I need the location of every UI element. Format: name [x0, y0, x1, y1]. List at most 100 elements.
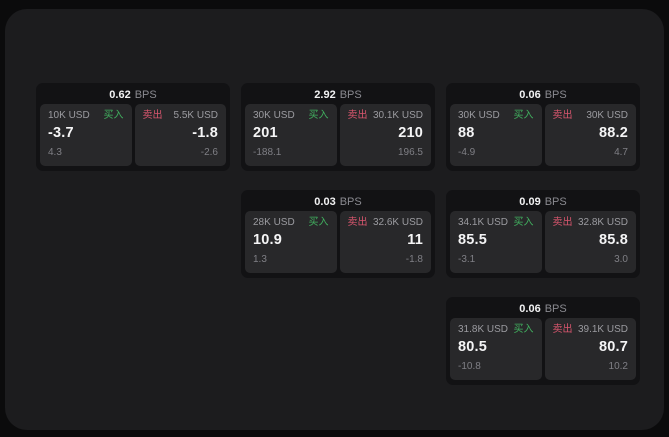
- sell-top-row: 卖出 5.5K USD: [143, 110, 219, 121]
- sell-amount: 32.8K USD: [577, 217, 628, 228]
- bps-unit-label: BPS: [544, 88, 567, 101]
- sell-label: 卖出: [347, 110, 368, 121]
- buy-value: 201: [253, 125, 278, 141]
- sell-top-row: 卖出 32.6K USD: [348, 217, 424, 228]
- buy-amount: 34.1K USD: [458, 217, 509, 228]
- sell-amount: 32.6K USD: [372, 217, 423, 228]
- quote-card[interactable]: 0.62 BPS 10K USD 买入 -3.7 4.3 卖出 5.5K USD…: [36, 83, 230, 171]
- sell-panel[interactable]: 卖出 30.1K USD 210 196.5: [339, 104, 431, 166]
- bps-unit-label: BPS: [544, 195, 567, 208]
- quote-card[interactable]: 0.06 BPS 30K USD 买入 88 -4.9 卖出 30K USD 8…: [446, 83, 640, 171]
- sell-sub-value: 196.5: [397, 147, 423, 158]
- buy-top-row: 10K USD 买入: [48, 110, 124, 121]
- quote-card[interactable]: 2.92 BPS 30K USD 买入 201 -188.1 卖出 30.1K …: [241, 83, 435, 171]
- bps-unit-label: BPS: [544, 302, 567, 315]
- buy-value: -3.7: [48, 125, 74, 141]
- sell-label: 卖出: [552, 110, 573, 121]
- sell-label: 卖出: [142, 110, 163, 121]
- card-header: 2.92 BPS: [241, 83, 435, 104]
- buy-label: 买入: [513, 110, 534, 121]
- buy-sub-value: -4.9: [458, 147, 476, 158]
- main-panel: 0.62 BPS 10K USD 买入 -3.7 4.3 卖出 5.5K USD…: [5, 9, 664, 430]
- buy-amount: 28K USD: [253, 217, 295, 228]
- buy-sub-value: -188.1: [253, 147, 282, 158]
- bps-unit-label: BPS: [134, 88, 157, 101]
- buy-sub-value: 4.3: [48, 147, 62, 158]
- sell-sub-value: 10.2: [608, 361, 628, 372]
- bps-value: 0.09: [519, 195, 541, 208]
- quote-card[interactable]: 0.03 BPS 28K USD 买入 10.9 1.3 卖出 32.6K US…: [241, 190, 435, 278]
- buy-top-row: 30K USD 买入: [458, 110, 534, 121]
- sell-sub-value: -2.6: [200, 147, 218, 158]
- buy-amount: 30K USD: [253, 110, 295, 121]
- card-body: 31.8K USD 买入 80.5 -10.8 卖出 39.1K USD 80.…: [446, 318, 640, 385]
- sell-amount: 5.5K USD: [173, 110, 218, 121]
- buy-top-row: 28K USD 买入: [253, 217, 329, 228]
- buy-panel[interactable]: 30K USD 买入 201 -188.1: [245, 104, 337, 166]
- sell-value: 210: [398, 125, 423, 141]
- buy-panel[interactable]: 28K USD 买入 10.9 1.3: [245, 211, 337, 273]
- sell-sub-value: 3.0: [614, 254, 628, 265]
- buy-value: 88: [458, 125, 475, 141]
- buy-label: 买入: [103, 110, 124, 121]
- buy-value: 85.5: [458, 232, 488, 248]
- sell-value: 85.8: [598, 232, 628, 248]
- sell-panel[interactable]: 卖出 30K USD 88.2 4.7: [544, 104, 636, 166]
- buy-value: 10.9: [253, 232, 283, 248]
- card-body: 30K USD 买入 201 -188.1 卖出 30.1K USD 210 1…: [241, 104, 435, 171]
- card-header: 0.09 BPS: [446, 190, 640, 211]
- sell-value: 88.2: [598, 125, 628, 141]
- bps-value: 2.92: [314, 88, 336, 101]
- sell-label: 卖出: [552, 324, 573, 335]
- buy-top-row: 30K USD 买入: [253, 110, 329, 121]
- sell-label: 卖出: [552, 217, 573, 228]
- buy-top-row: 34.1K USD 买入: [458, 217, 534, 228]
- sell-panel[interactable]: 卖出 5.5K USD -1.8 -2.6: [134, 104, 226, 166]
- sell-amount: 30K USD: [586, 110, 628, 121]
- sell-top-row: 卖出 30.1K USD: [348, 110, 424, 121]
- bps-value: 0.03: [314, 195, 336, 208]
- card-header: 0.06 BPS: [446, 83, 640, 104]
- buy-label: 买入: [308, 217, 329, 228]
- quote-card[interactable]: 0.06 BPS 31.8K USD 买入 80.5 -10.8 卖出 39.1…: [446, 297, 640, 385]
- sell-top-row: 卖出 32.8K USD: [553, 217, 629, 228]
- buy-amount: 30K USD: [458, 110, 500, 121]
- buy-value: 80.5: [458, 339, 488, 355]
- buy-label: 买入: [513, 217, 534, 228]
- sell-top-row: 卖出 30K USD: [553, 110, 629, 121]
- buy-panel[interactable]: 10K USD 买入 -3.7 4.3: [40, 104, 132, 166]
- sell-amount: 30.1K USD: [372, 110, 423, 121]
- buy-sub-value: -3.1: [458, 254, 476, 265]
- sell-value: -1.8: [192, 125, 218, 141]
- bps-unit-label: BPS: [339, 195, 362, 208]
- buy-panel[interactable]: 31.8K USD 买入 80.5 -10.8: [450, 318, 542, 380]
- bps-value: 0.62: [109, 88, 131, 101]
- buy-sub-value: -10.8: [458, 361, 481, 372]
- sell-panel[interactable]: 卖出 32.8K USD 85.8 3.0: [544, 211, 636, 273]
- card-body: 34.1K USD 买入 85.5 -3.1 卖出 32.8K USD 85.8…: [446, 211, 640, 278]
- card-header: 0.03 BPS: [241, 190, 435, 211]
- bps-value: 0.06: [519, 88, 541, 101]
- bps-value: 0.06: [519, 302, 541, 315]
- sell-amount: 39.1K USD: [577, 324, 628, 335]
- buy-amount: 10K USD: [48, 110, 90, 121]
- sell-panel[interactable]: 卖出 32.6K USD 11 -1.8: [339, 211, 431, 273]
- bps-unit-label: BPS: [339, 88, 362, 101]
- buy-sub-value: 1.3: [253, 254, 267, 265]
- card-body: 30K USD 买入 88 -4.9 卖出 30K USD 88.2 4.7: [446, 104, 640, 171]
- sell-sub-value: -1.8: [405, 254, 423, 265]
- buy-panel[interactable]: 30K USD 买入 88 -4.9: [450, 104, 542, 166]
- card-body: 28K USD 买入 10.9 1.3 卖出 32.6K USD 11 -1.8: [241, 211, 435, 278]
- sell-panel[interactable]: 卖出 39.1K USD 80.7 10.2: [544, 318, 636, 380]
- sell-value: 80.7: [598, 339, 628, 355]
- quotes-grid: 0.62 BPS 10K USD 买入 -3.7 4.3 卖出 5.5K USD…: [36, 83, 640, 385]
- quote-card[interactable]: 0.09 BPS 34.1K USD 买入 85.5 -3.1 卖出 32.8K…: [446, 190, 640, 278]
- buy-amount: 31.8K USD: [458, 324, 509, 335]
- buy-top-row: 31.8K USD 买入: [458, 324, 534, 335]
- sell-label: 卖出: [347, 217, 368, 228]
- buy-label: 买入: [513, 324, 534, 335]
- sell-value: 11: [407, 232, 423, 248]
- buy-label: 买入: [308, 110, 329, 121]
- buy-panel[interactable]: 34.1K USD 买入 85.5 -3.1: [450, 211, 542, 273]
- card-body: 10K USD 买入 -3.7 4.3 卖出 5.5K USD -1.8 -2.…: [36, 104, 230, 171]
